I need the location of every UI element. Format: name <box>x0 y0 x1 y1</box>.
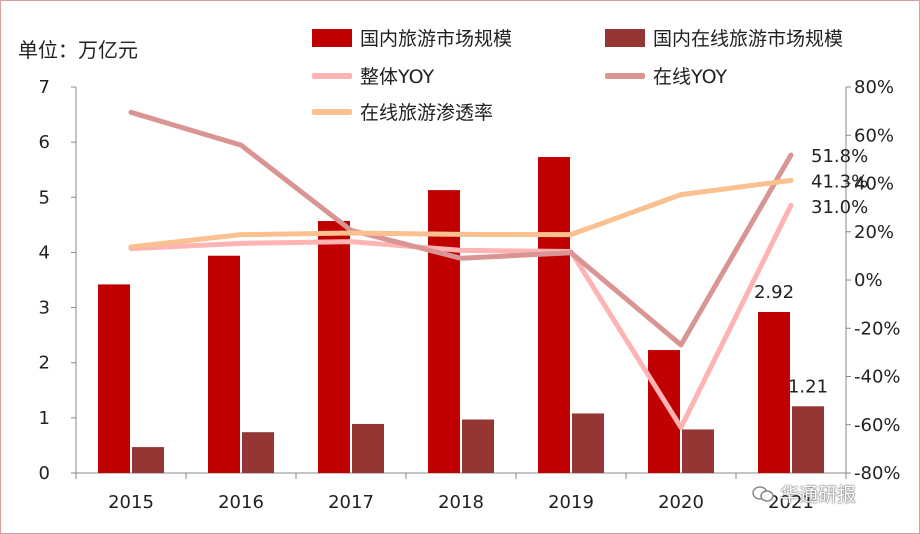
line-series-online-yoy <box>128 109 794 348</box>
y-left-tick-label: 5 <box>39 187 50 208</box>
x-tick-label: 2019 <box>548 492 594 513</box>
legend-item-domestic: 国内旅游市场规模 <box>312 24 512 51</box>
y-left-tick-label: 1 <box>39 408 50 429</box>
data-label-bar-2021-total: 2.92 <box>754 282 794 303</box>
y-left-tick-label: 6 <box>39 132 50 153</box>
bar-online-2018 <box>462 419 494 473</box>
bar-domestic-2021 <box>758 311 790 473</box>
data-label-penetration-2021: 41.3% <box>811 171 868 192</box>
y-right-tick-label: 60% <box>854 125 894 146</box>
x-tick-label: 2015 <box>108 492 154 513</box>
legend-item-penetration: 在线旅游渗透率 <box>312 98 493 125</box>
legend-item-online: 国内在线旅游市场规模 <box>605 24 843 51</box>
bar-domestic-2018 <box>428 190 460 474</box>
data-label-overall-yoy-2021: 31.0% <box>811 197 868 218</box>
legend-label-domestic: 国内旅游市场规模 <box>360 28 513 50</box>
line-series-overall-yoy <box>128 202 794 430</box>
legend-swatch-online-yoy <box>605 72 645 79</box>
y-left-tick-label: 3 <box>39 298 50 319</box>
legend-label-online-yoy: 在线YOY <box>653 66 728 88</box>
legend-item-online-yoy: 在线YOY <box>605 62 727 89</box>
x-tick-label: 2021 <box>768 492 814 513</box>
x-tick-label: 2018 <box>438 492 484 513</box>
legend-swatch-domestic <box>312 28 352 47</box>
bar-online-2020 <box>682 429 714 473</box>
bar-domestic-2019 <box>538 157 570 473</box>
x-tick-label: 2016 <box>218 492 264 513</box>
x-tick-label: 2017 <box>328 492 374 513</box>
y-right-tick-label: 0% <box>854 270 883 291</box>
y-left-tick-label: 7 <box>39 77 50 98</box>
legend-label-online: 国内在线旅游市场规模 <box>653 28 844 50</box>
watermark-text: 华通研报 <box>780 484 857 506</box>
legend-swatch-penetration <box>312 108 352 115</box>
unit-label: 单位：万亿元 <box>18 38 138 62</box>
wechat-icon <box>752 485 774 502</box>
y-right-tick-label: -20% <box>854 318 901 339</box>
y-right-tick-label: -60% <box>854 415 901 436</box>
bar-domestic-2020 <box>648 350 680 473</box>
bar-online-2019 <box>572 413 604 473</box>
legend-swatch-online <box>605 28 645 47</box>
data-label-online-yoy-2021: 51.8% <box>811 146 868 167</box>
bar-online-2015 <box>132 447 164 473</box>
bar-online-2017 <box>352 423 384 473</box>
watermark: 华通研报 <box>752 480 856 507</box>
bar-domestic-2016 <box>208 255 240 473</box>
x-tick-label: 2020 <box>658 492 704 513</box>
bar-online-2016 <box>242 432 274 473</box>
y-right-tick-label: -80% <box>854 463 901 484</box>
y-right-tick-label: 20% <box>854 222 894 243</box>
y-left-tick-label: 2 <box>39 353 50 374</box>
y-left-tick-label: 0 <box>39 463 50 484</box>
legend-item-overall-yoy: 整体YOY <box>312 62 434 89</box>
legend-label-overall-yoy: 整体YOY <box>360 66 435 88</box>
legend-label-penetration: 在线旅游渗透率 <box>360 102 494 124</box>
y-right-tick-label: -40% <box>854 367 901 388</box>
bar-online-2021 <box>792 406 824 473</box>
y-right-tick-label: 80% <box>854 77 894 98</box>
data-label-bar-2021-online: 1.21 <box>788 376 828 397</box>
y-left-tick-label: 4 <box>39 242 50 263</box>
bar-domestic-2015 <box>98 284 130 473</box>
y-right-tick-label: 40% <box>854 174 894 195</box>
line-series-penetration <box>128 177 794 250</box>
bar-domestic-2017 <box>318 220 350 473</box>
legend-swatch-overall-yoy <box>312 72 352 79</box>
